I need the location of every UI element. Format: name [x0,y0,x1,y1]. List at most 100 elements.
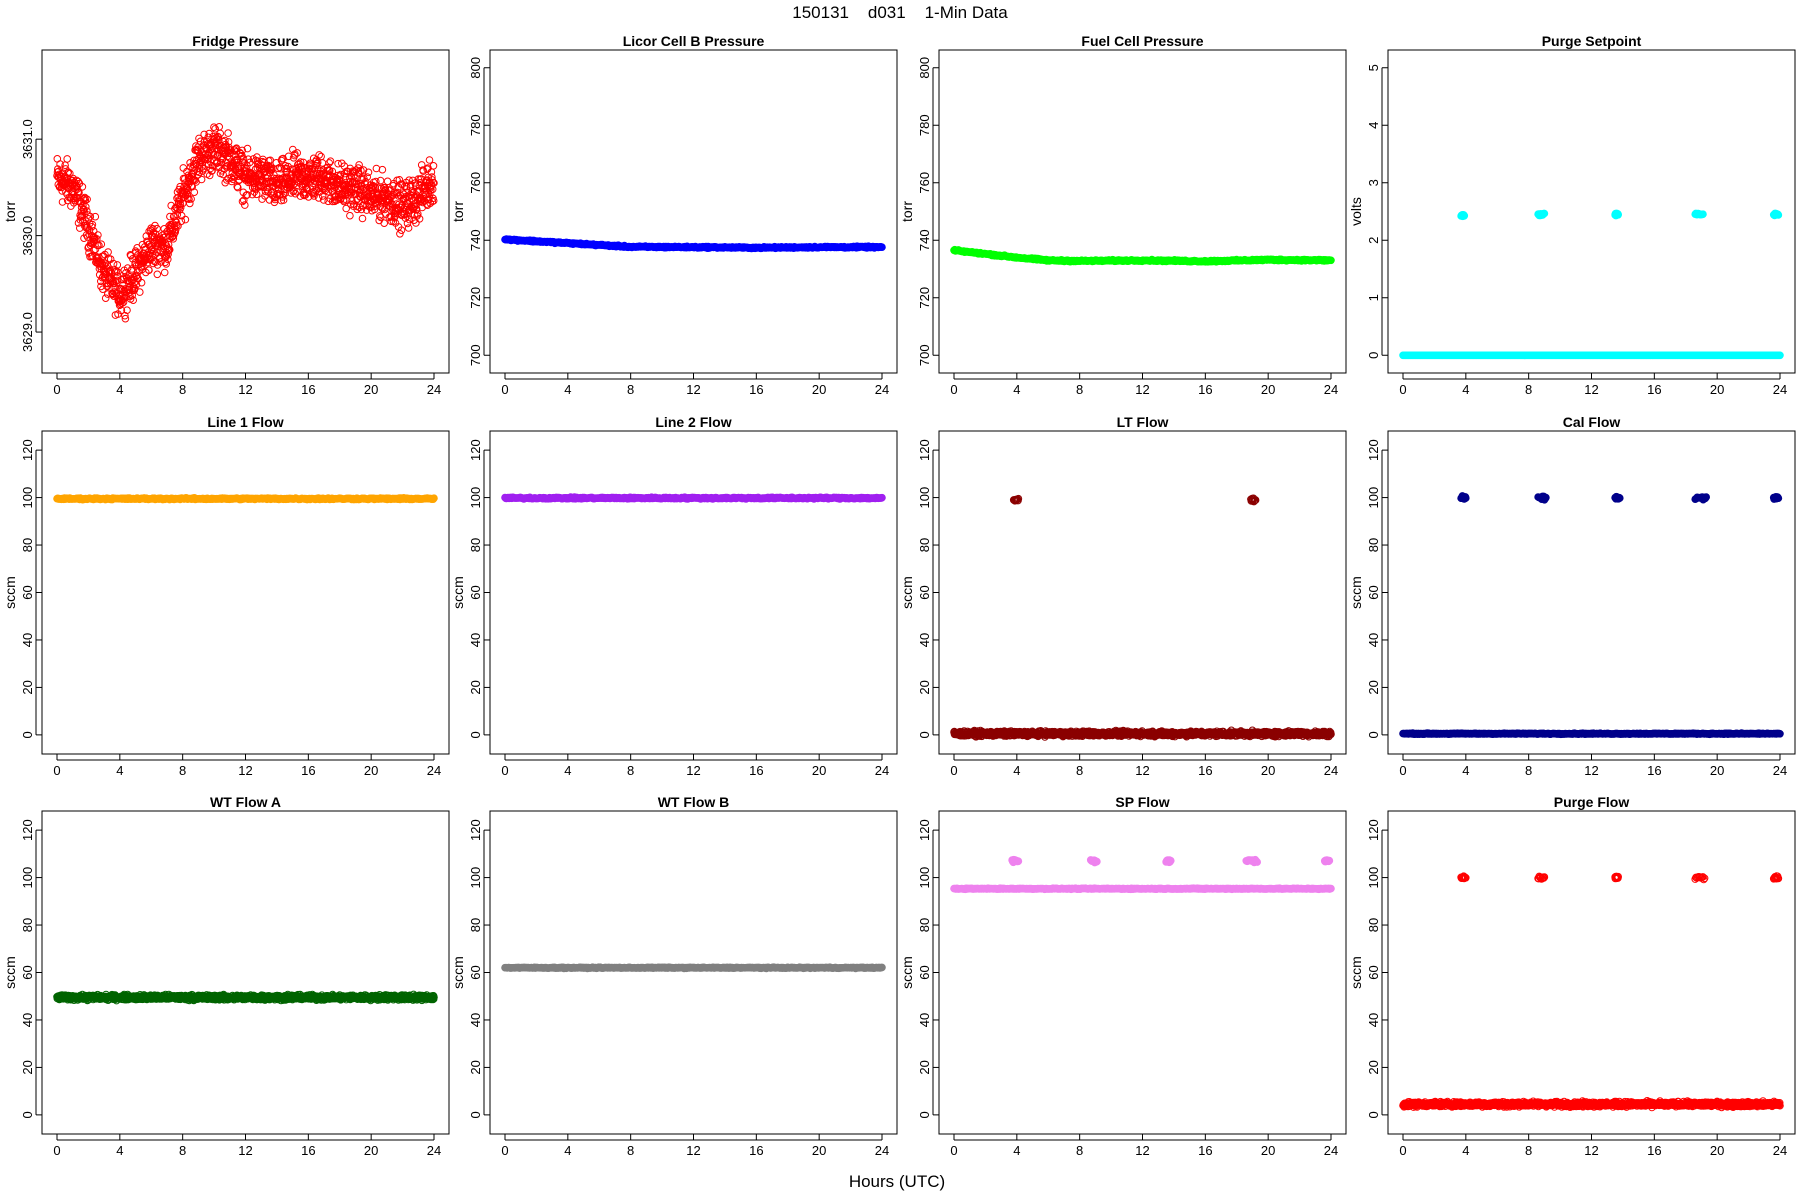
data-point [164,240,173,249]
panel-title: Purge Setpoint [1542,33,1642,49]
data-point [153,270,162,279]
data-point [1460,212,1469,220]
data-point [380,219,389,227]
data-point [117,306,126,315]
y-tick-label: 720 [917,287,932,309]
x-tick-label: 16 [749,763,763,778]
data-point [197,175,206,184]
panel-title: Licor Cell B Pressure [623,33,765,49]
plot-frame [41,430,450,755]
figure-title: 150131 d031 1-Min Data [792,3,1008,22]
data-point [75,188,83,197]
data-point [63,155,71,163]
x-tick-label: 24 [1324,382,1338,397]
x-tick-label: 4 [564,763,571,778]
x-tick-label: 0 [950,382,957,397]
data-point [1540,209,1549,218]
data-point [190,176,198,184]
x-tick-label: 20 [812,382,826,397]
data-point [121,314,130,323]
data-point [183,190,191,199]
data-point [378,165,387,174]
y-tick-label: 0 [468,731,483,738]
y-tick-label: 5 [1366,64,1381,71]
x-tick-label: 8 [627,382,634,397]
y-tick-label: 3 [1366,179,1381,186]
data-point [171,228,179,237]
y-tick-label: 740 [468,229,483,251]
data-point [111,277,120,286]
data-point [1776,351,1784,360]
x-tick-label: 0 [53,382,60,397]
plot-frame [938,49,1347,374]
data-point [162,260,170,268]
data-point [77,203,86,212]
data-point [91,212,100,221]
y-tick-label: 80 [20,538,35,552]
x-tick-label: 24 [1773,382,1787,397]
y-axis-label: sccm [2,576,18,609]
data-point [181,215,190,224]
data-point [165,245,174,254]
y-tick-label: 20 [468,680,483,694]
data-point [1327,256,1335,265]
data-points [950,245,1335,266]
x-tick-label: 0 [53,763,60,778]
y-tick-label: 0 [1366,352,1381,359]
x-tick-label: 16 [1647,382,1661,397]
y-tick-label: 3630.0 [20,216,35,256]
data-point [132,272,140,281]
y-tick-label: 120 [468,439,483,461]
data-point [86,212,95,221]
x-tick-label: 0 [501,763,508,778]
data-point [153,224,161,233]
x-tick-label: 12 [238,382,252,397]
data-point [164,246,173,255]
panel-title: LT Flow [1117,414,1169,430]
data-point [66,169,74,178]
figure-xlabel: Hours (UTC) [849,1172,945,1191]
data-point [878,493,886,502]
x-tick-label: 20 [1710,382,1724,397]
data-point [123,306,131,315]
data-point [84,215,93,223]
data-point [429,162,438,170]
data-point [326,157,335,165]
data-point [170,229,179,237]
x-tick-label: 16 [749,382,763,397]
data-point [58,198,67,206]
x-tick-label: 24 [427,763,441,778]
x-tick-label: 4 [564,382,571,397]
data-point [404,224,413,232]
x-tick-label: 0 [501,382,508,397]
x-tick-label: 8 [1076,382,1083,397]
y-tick-label: 700 [917,344,932,366]
plot-frame [1387,49,1796,374]
data-point [160,268,169,277]
data-point [164,250,172,259]
data-points [501,493,886,503]
data-point [224,129,232,137]
data-point [113,261,122,269]
data-point [131,284,139,293]
y-tick-label: 3631.0 [20,119,35,159]
y-axis-label: volts [1348,197,1364,226]
x-tick-label: 8 [179,382,186,397]
data-points [950,494,1335,741]
y-tick-label: 760 [917,172,932,194]
data-points [53,494,438,504]
data-point [376,176,385,185]
x-tick-label: 24 [427,382,441,397]
x-tick-label: 24 [875,382,889,397]
x-tick-label: 8 [1525,382,1532,397]
data-point [190,188,199,196]
y-tick-label: 100 [468,487,483,509]
x-tick-label: 0 [1399,382,1406,397]
y-tick-label: 100 [20,487,35,509]
data-point [83,195,91,204]
data-point [172,218,181,227]
data-point [157,258,165,266]
data-point [1774,211,1783,219]
